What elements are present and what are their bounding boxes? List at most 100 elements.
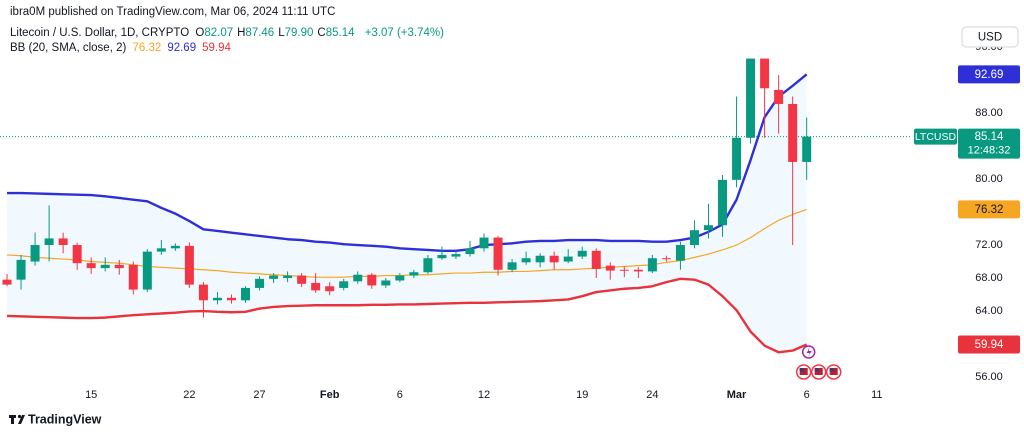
candle-body <box>2 279 12 285</box>
x-tick-label: 15 <box>85 389 97 401</box>
brand: TradingView <box>28 412 102 426</box>
change: +3.07 (+3.74%) <box>364 27 444 39</box>
y-tick-label: 64.00 <box>975 305 1003 317</box>
candle-body <box>465 248 475 255</box>
candle-body <box>114 264 124 269</box>
ohlc-key: O <box>195 27 205 39</box>
candle-body <box>661 258 671 260</box>
currency: USD <box>978 32 1002 44</box>
symbol-tag <box>914 128 957 145</box>
candle-body <box>212 297 222 301</box>
x-tick-label: 6 <box>804 389 810 401</box>
x-tick-label: Feb <box>320 389 340 401</box>
candle-body <box>30 245 40 262</box>
x-tick-label: 11 <box>871 389 882 401</box>
candle-body <box>423 258 433 273</box>
candle-body <box>479 237 489 249</box>
price-tags: 76.32 92.69 59.94 LTCUSD 85.14 12:48:32 <box>914 65 1020 354</box>
candle-body <box>802 136 812 162</box>
candle-body <box>255 278 265 288</box>
price-tag-label: 59.94 <box>975 339 1004 351</box>
candle-body <box>633 269 643 272</box>
ohlc-key: H <box>237 27 246 39</box>
candle-body <box>128 264 138 290</box>
candle-body <box>297 275 307 284</box>
candle-body <box>283 275 293 279</box>
candle-body <box>746 58 756 138</box>
candle-body <box>507 262 517 270</box>
x-tick-label: 19 <box>576 389 588 401</box>
candle-body <box>170 245 180 249</box>
y-tick-label: 88.00 <box>975 107 1003 119</box>
publisher: ibra0M published on TradingView.com, Mar… <box>10 6 335 18</box>
candle-body <box>142 251 152 290</box>
ohlc-key: C <box>317 27 326 39</box>
ohlc-key: L <box>278 27 285 39</box>
candle-body <box>718 179 728 226</box>
candle-body <box>675 245 685 261</box>
price-tag-label: 76.32 <box>975 204 1004 216</box>
price-tag <box>958 200 1020 219</box>
price-tag <box>958 335 1020 354</box>
candle-body <box>72 245 82 264</box>
indicator-value: 59.94 <box>202 42 231 54</box>
candle-body <box>521 258 531 263</box>
band-line <box>7 73 808 252</box>
candle-body <box>339 281 349 288</box>
candle-body <box>437 254 447 259</box>
band-line <box>6 208 807 278</box>
event-icon <box>806 347 812 357</box>
candle-body <box>325 286 335 292</box>
candle-body <box>563 256 573 262</box>
ohlc-values: O82.07 H87.46 L79.90 C85.14 <box>195 27 358 39</box>
symbol-legend: Litecoin / U.S. Dollar, 1D, CRYPTO O82.0… <box>10 27 450 39</box>
candle-body <box>703 225 713 231</box>
y-tick-label: 56.00 <box>975 371 1003 383</box>
candle-body <box>689 230 699 246</box>
brand-logo <box>9 414 25 424</box>
candle-body <box>760 58 770 89</box>
ohlc-value: 82.07 <box>204 27 234 39</box>
y-tick-label: 80.00 <box>975 173 1003 185</box>
candle-body <box>241 287 251 301</box>
y-tick-label: 72.00 <box>975 239 1003 251</box>
candle-body <box>86 263 96 269</box>
x-tick-label: 6 <box>397 389 403 401</box>
candle-body <box>198 284 208 301</box>
candle-body <box>409 272 419 276</box>
band-line <box>6 277 808 354</box>
symbol-title: Litecoin / U.S. Dollar, 1D, CRYPTO <box>10 27 190 39</box>
candle-body <box>311 282 321 291</box>
candle-body <box>367 274 377 286</box>
candle-body <box>549 255 559 263</box>
x-tick-label: 24 <box>646 389 658 401</box>
x-tick-label: 22 <box>183 389 195 401</box>
y-tick-label: 68.00 <box>975 272 1003 284</box>
candle-body <box>381 280 391 286</box>
ohlc-value: 87.46 <box>245 27 275 39</box>
candle-body <box>605 265 615 271</box>
axes: 56.0060.0064.0068.0072.0076.0080.0084.00… <box>85 26 1019 401</box>
candle-body <box>732 137 742 180</box>
candle-body <box>647 258 657 272</box>
close-tag-label: 85.14 <box>975 131 1004 143</box>
x-tick-label: 12 <box>478 389 490 401</box>
event-flag <box>799 368 804 372</box>
close-tag <box>958 128 1020 159</box>
indicator-legend: BB (20, SMA, close, 2) 76.32 92.69 59.94 <box>10 42 237 54</box>
candle-body <box>226 297 236 301</box>
plot-area <box>0 58 912 380</box>
candle-body <box>774 89 784 104</box>
candle-body <box>269 275 279 279</box>
candle-body <box>16 259 26 280</box>
event-flag <box>829 368 834 372</box>
candle-body <box>395 275 405 281</box>
candle-body <box>493 237 503 270</box>
band-fill <box>7 74 807 353</box>
candle-body <box>184 245 194 285</box>
candle-body <box>788 103 798 162</box>
candle-body <box>44 238 54 246</box>
countdown: 12:48:32 <box>968 145 1011 157</box>
indicator-value: 92.69 <box>167 42 197 54</box>
